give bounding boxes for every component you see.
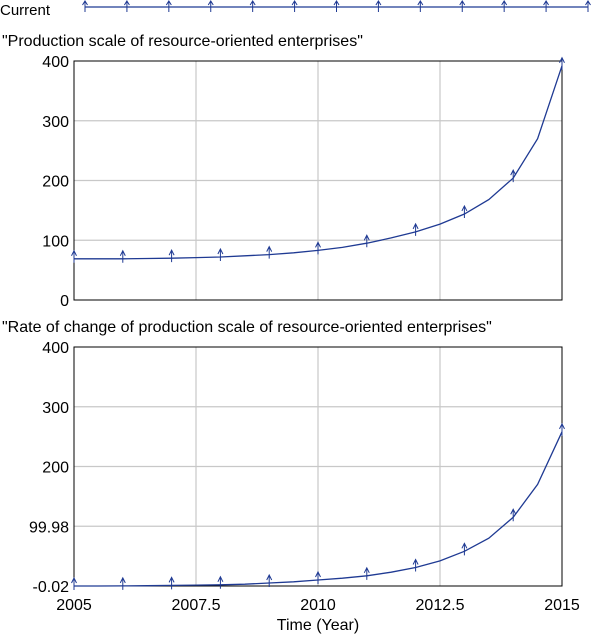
panel-2-series-marker [168, 576, 175, 590]
x-tick-label: 2007.5 [172, 597, 221, 614]
panel-2-series-marker [461, 542, 468, 556]
panel-2-series-marker [559, 422, 565, 436]
x-tick-label: 2015 [544, 597, 580, 614]
panel-2-y-tick-label: -0.02 [33, 579, 70, 596]
panel-2-y-tick-label: 200 [42, 460, 69, 477]
panel-2-grid [74, 347, 562, 586]
panel-rate-of-change: "Rate of change of production scale of r… [2, 319, 565, 596]
legend-marker [543, 0, 550, 12]
panel-1-series-marker [363, 234, 370, 248]
panel-2-series-marker [217, 575, 224, 589]
panel-1-series-marker [266, 245, 273, 259]
panel-2-series-marker [363, 566, 370, 580]
panel-1-series-marker [119, 249, 126, 263]
panel-2-frame [73, 346, 563, 587]
panel-1-y-tick-label: 100 [42, 233, 69, 250]
panel-2-series-marker [510, 508, 517, 522]
panel-1-series-marker [559, 56, 565, 70]
panel-1-y-tick-label: 200 [42, 174, 69, 191]
legend-marker [375, 0, 382, 12]
panel-1-series-marker [168, 249, 175, 263]
legend-marker [291, 0, 298, 12]
panel-1-series-marker [71, 249, 77, 263]
panel-2-y-tick-label: 99.98 [29, 519, 69, 536]
panel-2-series-marker [266, 573, 273, 588]
panel-1-grid [74, 61, 562, 300]
legend-marker [207, 0, 214, 12]
panel-2-series-marker [119, 576, 126, 590]
legend-marker [417, 0, 424, 12]
x-tick-label: 2012.5 [416, 597, 465, 614]
panel-1-y-tick-label: 400 [42, 54, 69, 71]
x-tick-label: 2005 [56, 597, 92, 614]
legend-marker [585, 0, 591, 12]
x-axis-title: Time (Year) [277, 617, 359, 634]
panel-2-series-marker [71, 576, 77, 590]
panel-2-title: "Rate of change of production scale of r… [2, 319, 492, 336]
panel-1-series [71, 56, 565, 263]
panel-1-series-marker [217, 247, 224, 261]
panel-1-series-marker [315, 241, 321, 255]
panel-production-scale: "Production scale of resource-oriented e… [2, 33, 565, 310]
legend-marker [82, 0, 88, 12]
panel-1-title: "Production scale of resource-oriented e… [2, 33, 363, 50]
panel-1-series-marker [510, 168, 517, 183]
legend-label: Current [0, 2, 51, 19]
panel-1-series-marker [461, 204, 468, 218]
panel-2-y-tick-label: 300 [42, 400, 69, 417]
panel-1-y-tick-label: 0 [60, 293, 69, 310]
x-axis-ticks: 2005 2007.5 2010 2012.5 2015 [56, 597, 580, 614]
legend-marker [459, 0, 466, 12]
legend-marker [501, 0, 508, 12]
legend: Current [0, 0, 591, 19]
panel-2-y-tick-label: 400 [42, 340, 69, 357]
legend-marker [333, 0, 340, 12]
panel-2-y-ticks: -0.02 99.98 200 300 400 [29, 340, 69, 596]
legend-arrows [82, 0, 591, 12]
panel-1-frame [73, 60, 563, 301]
legend-marker [249, 0, 256, 12]
legend-marker [165, 0, 172, 12]
panel-2-series-marker [412, 558, 419, 572]
panel-2-series-marker [315, 570, 321, 585]
panel-2-series [71, 422, 565, 590]
panel-1-y-tick-label: 300 [42, 114, 69, 131]
panel-1-y-ticks: 0 100 200 300 400 [42, 54, 69, 310]
panel-1-series-marker [412, 222, 419, 236]
legend-marker [123, 0, 130, 12]
x-tick-label: 2010 [300, 597, 336, 614]
